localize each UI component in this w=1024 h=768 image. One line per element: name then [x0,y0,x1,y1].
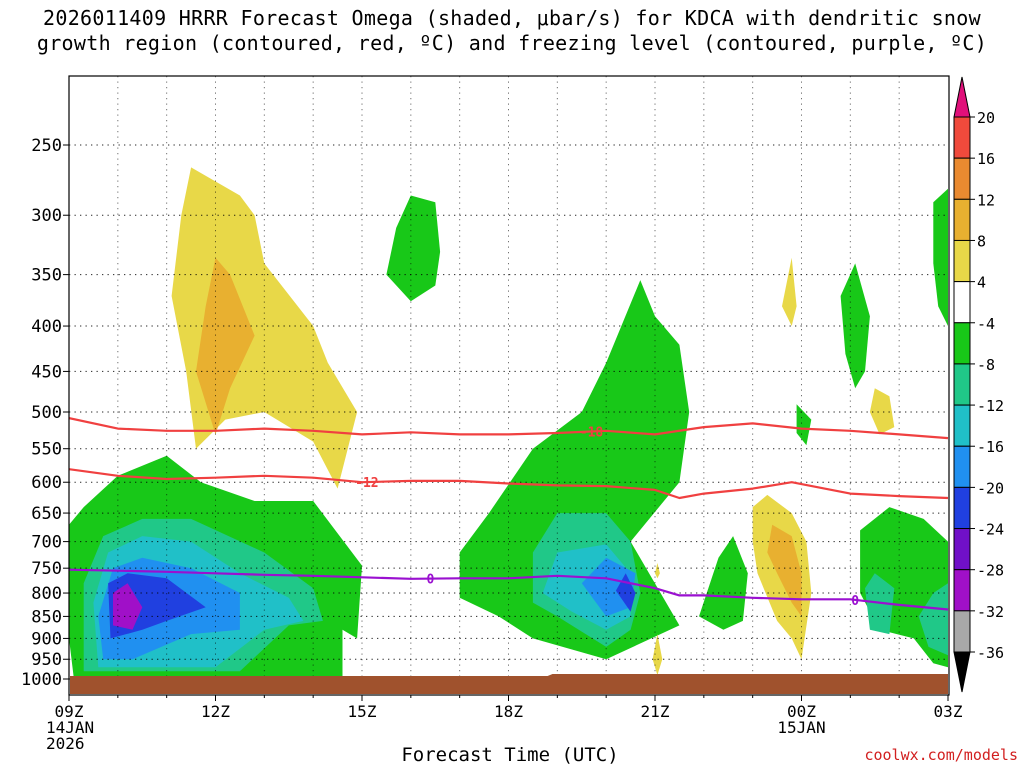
omega-cell-green-0-4 [699,536,748,630]
omega-cell-teal-0-4 [918,583,948,656]
colorbar-label-4: 4 [977,274,986,292]
colorbar-label-9: -20 [977,479,1004,497]
x-tick-label-0-2: 2026 [46,734,85,753]
colorbar-top-triangle [953,76,971,118]
omega-cell-yellow-0-5 [655,563,660,579]
ground [70,674,948,694]
omega-cell-yellow-0-6 [652,634,663,676]
y-tick-label-650: 650 [31,504,62,524]
contour--12C [69,468,949,500]
x-tick-label-12-0: 21Z [641,702,670,721]
colorbar-segment-7 [953,404,971,447]
colorbar: 20 16 12 8 4 -4 -8 -12 -16 -20 -24 -28 -32 -36 [953,76,1004,693]
y-tick-label-300: 300 [31,206,62,226]
y-tick-label-400: 400 [31,317,62,337]
chart-title-line-2: growth region (contoured, red, ºC) and f… [36,31,988,55]
colorbar-label-13: -36 [977,644,1004,662]
omega-cell-orange-0-1 [196,257,255,435]
y-tick-label-700: 700 [31,533,62,553]
omega-cell-green-0-2 [386,195,441,302]
x-tick-label-0-0: 09Z [55,702,84,721]
colorbar-label-1: 16 [977,150,995,168]
colorbar-segment-5 [953,322,971,365]
omega-cell-yellow-0-4 [869,388,895,435]
omega-cell-yellow-0-1 [171,167,358,489]
colorbar-segment-12 [953,610,971,653]
contour-label-0C-2: 0 [851,594,859,609]
omega-cell-green-0-5 [796,404,812,446]
omega-cell-green-0-8 [933,188,948,326]
omega-cell-blue-0-2 [581,557,636,617]
y-tick-label-250: 250 [31,136,62,156]
colorbar-segment-3 [953,239,971,283]
y-tick-label-450: 450 [31,362,62,382]
colorbar-segment-9 [953,486,971,530]
colorbar-segment-11 [953,569,971,612]
colorbar-segment-4 [953,281,971,324]
y-tick-label-550: 550 [31,440,62,460]
omega-cell-purple-0-1 [113,583,143,630]
colorbar-label-8: -16 [977,438,1004,456]
colorbar-segment-2 [953,198,971,241]
contour-label-0C: 0 [426,573,434,588]
y-tick-label-800: 800 [31,584,62,604]
x-axis-label: Forecast Time (UTC) [401,744,619,766]
contour-label--12C: -12 [355,476,378,491]
contour-lines: -18 -12 0 0 [69,417,949,611]
ground-fill [70,674,948,694]
colorbar-label-5: -4 [977,315,995,333]
colorbar-segment-10 [953,528,971,571]
omega-cell-yellow-0-3 [782,257,797,326]
x-tick-label-9-0: 18Z [494,702,523,721]
colorbar-segment-6 [953,363,971,406]
colorbar-segment-8 [953,445,971,488]
y-tick-label-1000: 1000 [21,670,62,690]
y-tick-label-350: 350 [31,266,62,286]
colorbar-segment-1 [953,157,971,200]
x-tick-label-18-0: 03Z [934,702,963,721]
omega-cell-green-0-6 [840,263,870,389]
colorbar-bottom-triangle [953,651,971,693]
y-axis: 2503003504004505005506006507007508008509… [21,136,69,690]
colorbar-label-10: -24 [977,521,1004,539]
colorbar-label-0: 20 [977,109,995,127]
y-tick-label-950: 950 [31,650,62,670]
y-tick-label-850: 850 [31,607,62,627]
x-tick-label-15-1: 15JAN [777,718,825,737]
colorbar-label-6: -8 [977,356,995,374]
grid-lines [69,76,949,695]
colorbar-label-7: -12 [977,397,1004,415]
omega-cell-orange-0-2 [767,524,802,617]
colorbar-label-11: -28 [977,562,1004,580]
credit-link[interactable]: coolwx.com/models [864,746,1018,764]
x-tick-label-6-0: 15Z [348,702,377,721]
colorbar-label-2: 12 [977,191,995,209]
x-tick-label-15-0: 00Z [787,702,816,721]
y-tick-label-900: 900 [31,629,62,649]
y-tick-label-600: 600 [31,473,62,493]
colorbar-label-3: 8 [977,232,986,250]
x-tick-label-3-0: 12Z [201,702,230,721]
contour-0C [69,568,949,611]
omega-shading [69,167,948,679]
contour--18C [69,417,949,440]
x-tick-label-0-1: 14JAN [46,718,94,737]
colorbar-segment-0 [953,116,971,159]
y-tick-label-750: 750 [31,559,62,579]
chart-title-line-1: 2026011409 HRRR Forecast Omega (shaded, … [43,6,981,30]
colorbar-label-12: -32 [977,603,1004,621]
contour-label--18C: -18 [580,425,604,440]
y-tick-label-500: 500 [31,403,62,423]
